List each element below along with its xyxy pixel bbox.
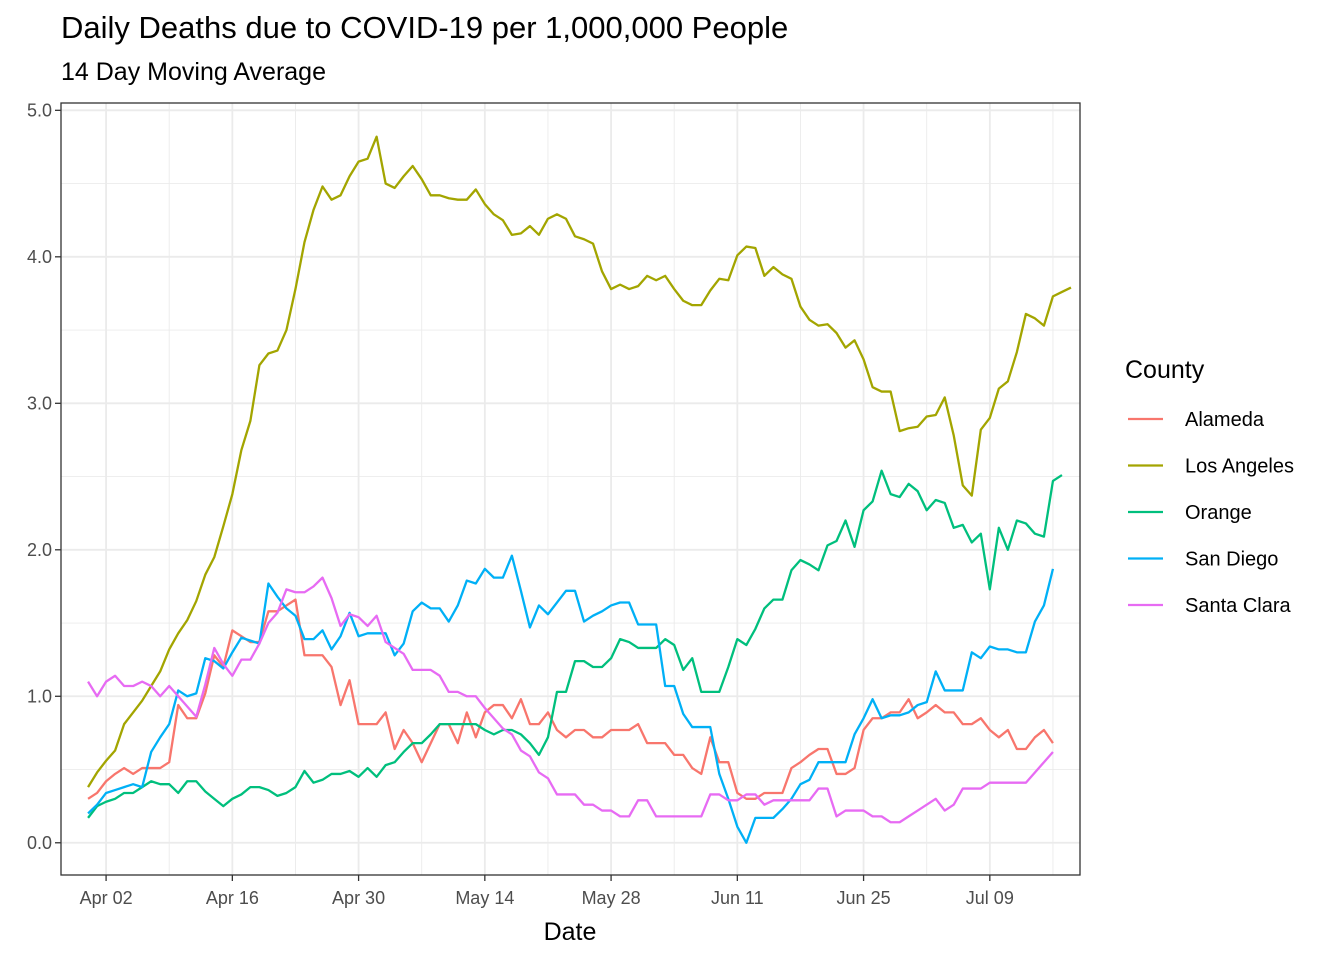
series-line-los-angeles [87,135,1072,788]
y-tick-label: 3.0 [27,393,52,413]
chart-title: Daily Deaths due to COVID-19 per 1,000,0… [61,10,789,45]
x-tick-label: May 14 [455,888,514,908]
series-lines [87,135,1072,844]
x-tick-label: May 28 [582,888,641,908]
y-tick-label: 1.0 [27,686,52,706]
legend-label-alameda: Alameda [1185,409,1265,431]
legend-label-santa-clara: Santa Clara [1185,595,1291,617]
x-tick-label: Jul 09 [966,888,1014,908]
legend-label-san-diego: San Diego [1185,549,1278,571]
series-line-santa-clara [87,576,1054,824]
axis-ticks [55,109,991,881]
legend-label-orange: Orange [1185,502,1252,524]
x-tick-label: Jun 11 [711,888,764,908]
major-gridlines [61,103,1080,875]
y-tick-label: 4.0 [27,247,52,267]
x-tick-label: Apr 30 [332,888,385,908]
y-tick-label: 0.0 [27,833,52,853]
x-tick-label: Jun 25 [837,888,891,908]
legend-label-los-angeles: Los Angeles [1185,456,1294,478]
y-tick-label: 2.0 [27,540,52,560]
x-tick-label: Apr 02 [80,888,133,908]
plot-panel-border [60,102,1081,876]
y-axis-tick-labels: 0.0 1.0 2.0 3.0 4.0 5.0 [27,100,52,852]
legend: County Alameda Los Angeles Orange San Diego… [1125,356,1294,617]
series-line-orange [87,469,1063,819]
minor-gridlines [61,103,1080,875]
x-axis-tick-labels: Apr 02 Apr 16 Apr 30 May 14 May 28 Jun 11 Jun … [80,888,1014,908]
legend-title: County [1125,356,1205,384]
series-line-san-diego [87,554,1055,844]
chart-subtitle: 14 Day Moving Average [61,58,326,86]
x-axis-title: Date [544,918,597,946]
y-tick-label: 5.0 [27,100,52,120]
x-tick-label: Apr 16 [206,888,259,908]
